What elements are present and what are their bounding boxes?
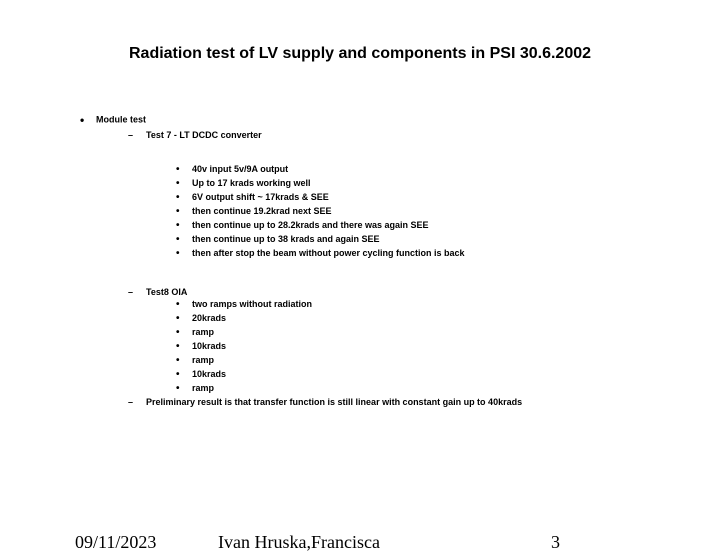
list-item: 20krads [176,313,670,324]
bullet-test7: Test 7 - LT DCDC converter 40v input 5v/… [128,130,670,259]
list-item: then continue up to 28.2krads and there … [176,220,670,231]
text: Up to 17 krads working well [192,178,311,188]
list-item: ramp [176,355,670,366]
text: then continue 19.2krad next SEE [192,206,332,216]
text: two ramps without radiation [192,299,312,309]
list-item: two ramps without radiation [176,299,670,310]
text: 20krads [192,313,226,323]
list-item: ramp [176,327,670,338]
text: then continue up to 28.2krads and there … [192,220,429,230]
bullet-module-test: Module test Test 7 - LT DCDC converter 4… [80,113,670,407]
text: ramp [192,355,214,365]
slide-content: Module test Test 7 - LT DCDC converter 4… [50,113,670,407]
text: ramp [192,327,214,337]
list-item: 6V output shift ~ 17krads & SEE [176,192,670,203]
list-item: Up to 17 krads working well [176,178,670,189]
slide-body: Radiation test of LV supply and componen… [0,0,720,540]
slide-title: Radiation test of LV supply and componen… [50,45,670,63]
list-item: then continue 19.2krad next SEE [176,206,670,217]
list-item: 10krads [176,369,670,380]
list-item: then continue up to 38 krads and again S… [176,234,670,245]
text: then continue up to 38 krads and again S… [192,234,380,244]
list-item: 40v input 5v/9A output [176,164,670,175]
list-item: 10krads [176,341,670,352]
text: 6V output shift ~ 17krads & SEE [192,192,329,202]
text: ramp [192,383,214,393]
list-item: then after stop the beam without power c… [176,248,670,259]
label: Test8 OIA [146,287,187,297]
text: then after stop the beam without power c… [192,248,465,258]
list-item: ramp [176,383,670,394]
text: 10krads [192,369,226,379]
bullet-preliminary: Preliminary result is that transfer func… [128,397,670,407]
text: 10krads [192,341,226,351]
label: Test 7 - LT DCDC converter [146,130,262,140]
label: Module test [96,114,146,124]
bullet-test8: Test8 OIA two ramps without radiation 20… [128,287,670,394]
footer-date: 09/11/2023 [75,532,156,553]
footer-page-number: 3 [551,532,560,553]
footer-author: Ivan Hruska,Francisca [218,532,418,553]
label: Preliminary result is that transfer func… [146,397,522,407]
text: 40v input 5v/9A output [192,164,288,174]
